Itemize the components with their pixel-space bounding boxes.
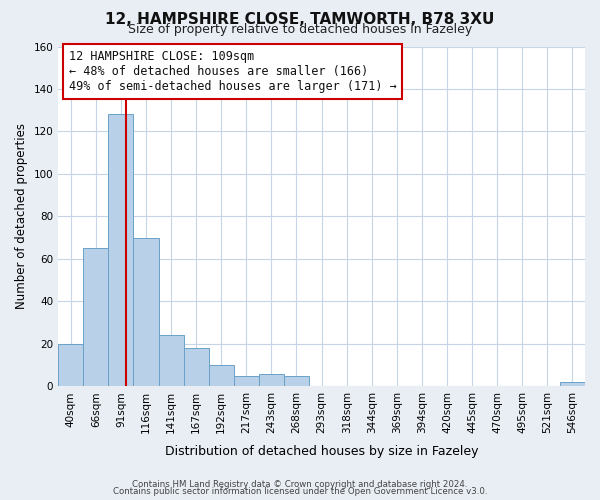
Bar bbox=[158, 336, 184, 386]
Bar bbox=[184, 348, 209, 387]
Text: Size of property relative to detached houses in Fazeley: Size of property relative to detached ho… bbox=[128, 22, 472, 36]
Text: Contains HM Land Registry data © Crown copyright and database right 2024.: Contains HM Land Registry data © Crown c… bbox=[132, 480, 468, 489]
Y-axis label: Number of detached properties: Number of detached properties bbox=[15, 124, 28, 310]
Bar bbox=[58, 344, 83, 387]
Bar bbox=[109, 114, 133, 386]
Bar bbox=[83, 248, 109, 386]
Bar bbox=[234, 376, 259, 386]
Bar bbox=[133, 238, 158, 386]
Text: Contains public sector information licensed under the Open Government Licence v3: Contains public sector information licen… bbox=[113, 487, 487, 496]
Bar bbox=[560, 382, 585, 386]
Bar bbox=[209, 365, 234, 386]
Text: 12, HAMPSHIRE CLOSE, TAMWORTH, B78 3XU: 12, HAMPSHIRE CLOSE, TAMWORTH, B78 3XU bbox=[106, 12, 494, 28]
X-axis label: Distribution of detached houses by size in Fazeley: Distribution of detached houses by size … bbox=[165, 444, 478, 458]
Text: 12 HAMPSHIRE CLOSE: 109sqm
← 48% of detached houses are smaller (166)
49% of sem: 12 HAMPSHIRE CLOSE: 109sqm ← 48% of deta… bbox=[69, 50, 397, 93]
Bar bbox=[284, 376, 309, 386]
Bar bbox=[259, 374, 284, 386]
